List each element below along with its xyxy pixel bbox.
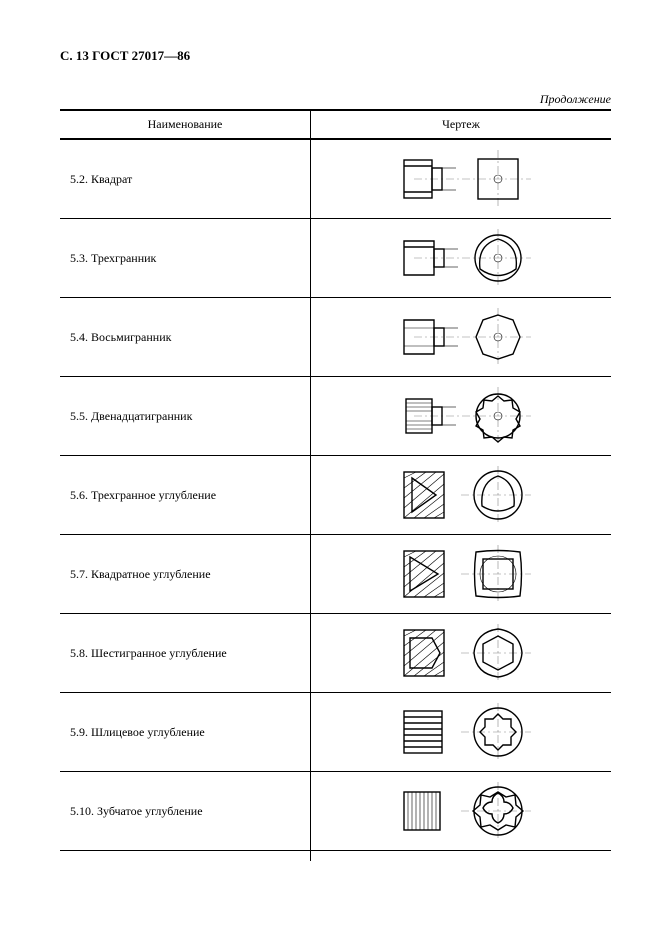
drawing-hex-recess [386,622,536,684]
table-row: 5.4. Восьмигранник [60,298,611,377]
table-row: 5.2. Квадрат [60,139,611,219]
table-row: 5.7. Квадратное углубление [60,535,611,614]
row-name: 5.10. Зубчатое углубление [60,772,311,851]
row-name: 5.7. Квадратное углубление [60,535,311,614]
row-drawing [311,219,612,298]
drawing-square-head [386,148,536,210]
row-name: 5.4. Восьмигранник [60,298,311,377]
row-name: 5.9. Шлицевое углубление [60,693,311,772]
row-drawing [311,456,612,535]
drawing-spline-recess [386,701,536,763]
col-drawing-header: Чертеж [311,110,612,139]
table-row: 5.9. Шлицевое углубление [60,693,611,772]
row-drawing [311,614,612,693]
col-name-header: Наименование [60,110,311,139]
drawing-tri-head [386,227,536,289]
standards-table: Наименование Чертеж 5.2. Квадрат [60,109,611,861]
page-header: С. 13 ГОСТ 27017—86 [60,48,611,64]
row-name: 5.2. Квадрат [60,139,311,219]
row-name: 5.3. Трехгранник [60,219,311,298]
row-name: 5.5. Двенадцатигранник [60,377,311,456]
table-row: 5.6. Трехгранное углубление [60,456,611,535]
drawing-sq-recess [386,543,536,605]
table-row: 5.3. Трехгранник [60,219,611,298]
row-drawing [311,535,612,614]
continuation-label: Продолжение [60,92,611,107]
row-drawing [311,693,612,772]
drawing-12pt-head [386,385,536,447]
table-row: 5.10. Зубчатое углубление [60,772,611,851]
row-drawing [311,377,612,456]
row-name: 5.8. Шестигранное углубление [60,614,311,693]
drawing-tri-recess [386,464,536,526]
row-drawing [311,139,612,219]
table-row: 5.5. Двенадцатигранник [60,377,611,456]
table-row: 5.8. Шестигранное углубление [60,614,611,693]
row-drawing [311,298,612,377]
drawing-serrated-recess [386,780,536,842]
drawing-oct-head [386,306,536,368]
row-name: 5.6. Трехгранное углубление [60,456,311,535]
row-drawing [311,772,612,851]
